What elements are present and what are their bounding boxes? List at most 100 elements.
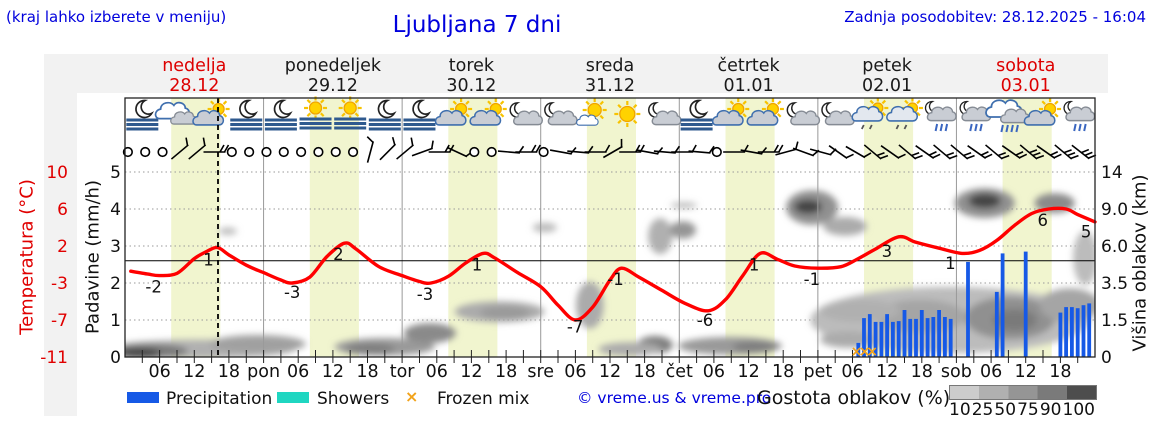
svg-text:0: 0 [1101,348,1112,368]
precipitation-legend-label: Precipitation [166,389,273,409]
svg-text:5: 5 [110,163,121,183]
svg-text:-7: -7 [51,311,68,331]
svg-text:10: 10 [46,163,68,183]
svg-text:1: 1 [203,251,214,270]
svg-text:14: 14 [1101,163,1123,183]
svg-text:31.12: 31.12 [585,76,635,96]
svg-text:0: 0 [110,348,121,368]
svg-text:6: 6 [57,200,68,220]
svg-text:9.0: 9.0 [1101,200,1128,220]
svg-text:-3: -3 [284,283,300,302]
svg-text:6: 6 [1038,211,1049,230]
temp-axis-ticks: 10 6 2 -3 -7 -11 [40,163,68,368]
last-update-text: Zadnja posodobitev: 28.12.2025 - 16:04 [844,8,1146,26]
svg-text:čet: čet [666,362,693,382]
svg-text:3: 3 [110,237,121,257]
svg-text:×: × [851,344,863,360]
svg-text:tor: tor [390,362,416,382]
svg-text:18: 18 [356,362,378,382]
svg-text:4: 4 [110,200,121,220]
svg-text:-6: -6 [697,311,713,330]
svg-text:06: 06 [564,362,586,382]
frozen-mix-markers: ××× [851,344,878,360]
svg-text:-3: -3 [51,274,68,294]
svg-text:1: 1 [945,254,956,273]
cloud-density-tick: 10 [949,400,971,420]
daylight-bands [171,98,1052,357]
temperature-curve-labels: -2 1 -3 2 -3 1 -7 -1 -6 1 -1 3 1 6 5 [145,211,1091,337]
svg-text:12: 12 [737,362,759,382]
svg-text:06: 06 [287,362,309,382]
wind-barbs [122,136,1097,163]
svg-text:3.5: 3.5 [1101,274,1128,294]
precipitation-bars [856,251,1092,357]
svg-text:29.12: 29.12 [308,76,358,96]
svg-text:-7: -7 [567,318,583,337]
precipitation-swatch [127,392,159,403]
svg-text:18: 18 [772,362,794,382]
svg-text:18: 18 [495,362,517,382]
svg-text:×: × [866,344,878,360]
svg-text:5: 5 [1081,223,1092,242]
svg-text:ponedeljek: ponedeljek [285,56,382,76]
cloud-density-tick: 100 [1062,400,1095,420]
cloud-density-tick: 50 [994,400,1017,420]
cloud-density-tick: 25 [971,400,994,420]
svg-text:12: 12 [1015,362,1037,382]
day-boundary-lines [263,98,957,357]
svg-text:18: 18 [911,362,933,382]
svg-text:2: 2 [110,274,121,294]
cloud-density-tick: 90 [1039,400,1062,420]
svg-text:06: 06 [703,362,725,382]
svg-text:03.01: 03.01 [1001,76,1051,96]
svg-text:6.0: 6.0 [1101,237,1128,257]
svg-text:torek: torek [449,56,495,76]
svg-text:12: 12 [183,362,205,382]
svg-text:18: 18 [1049,362,1071,382]
svg-text:06: 06 [148,362,170,382]
day-header-band [44,54,1108,93]
svg-text:30.12: 30.12 [446,76,496,96]
cloud-density-gradient-bar [949,385,1097,400]
svg-text:-1: -1 [607,270,623,289]
svg-text:2: 2 [57,237,68,257]
frozen-mix-legend-label: Frozen mix [437,389,530,409]
menu-hint-text: (kraj lahko izberete v meniju) [6,8,227,26]
svg-text:12: 12 [460,362,482,382]
svg-text:28.12: 28.12 [169,76,219,96]
frozen-mix-icon: × [405,387,419,406]
svg-text:sre: sre [527,362,554,382]
svg-text:1: 1 [472,255,483,274]
svg-text:-3: -3 [417,285,433,304]
temperature-curve [129,206,1097,322]
svg-text:nedelja: nedelja [162,56,226,76]
copyright-text: © vreme.us & vreme.pro [577,389,772,407]
svg-text:sob: sob [941,362,972,382]
svg-text:-11: -11 [40,348,68,368]
showers-legend-label: Showers [317,389,390,409]
svg-text:1.5: 1.5 [1101,311,1128,331]
temp-axis-band [44,54,77,416]
page-title: Ljubljana 7 dni [392,12,562,38]
svg-text:12: 12 [876,362,898,382]
svg-text:18: 18 [633,362,655,382]
svg-text:petek: petek [862,56,913,76]
showers-swatch [277,392,309,403]
svg-text:×: × [859,344,871,360]
svg-text:četrtek: četrtek [717,56,780,76]
x-axis-labels: 06 12 18 06 12 18 06 12 18 06 12 18 06 12 18 06 12 18 06 12… [148,362,1071,382]
svg-text:1: 1 [749,255,760,274]
weather-icons [126,96,1096,133]
plot-frame [124,97,1096,358]
svg-text:06: 06 [426,362,448,382]
cloud-axis-ticks: 14 9.0 6.0 3.5 1.5 0 [1101,163,1128,368]
svg-text:sobota: sobota [996,56,1055,76]
svg-text:06: 06 [980,362,1002,382]
cloud-density-tick: 75 [1017,400,1039,420]
svg-text:pon: pon [247,362,280,382]
cloud-density-legend-label: Gostota oblakov (%) [757,387,951,409]
svg-text:1: 1 [110,311,121,331]
